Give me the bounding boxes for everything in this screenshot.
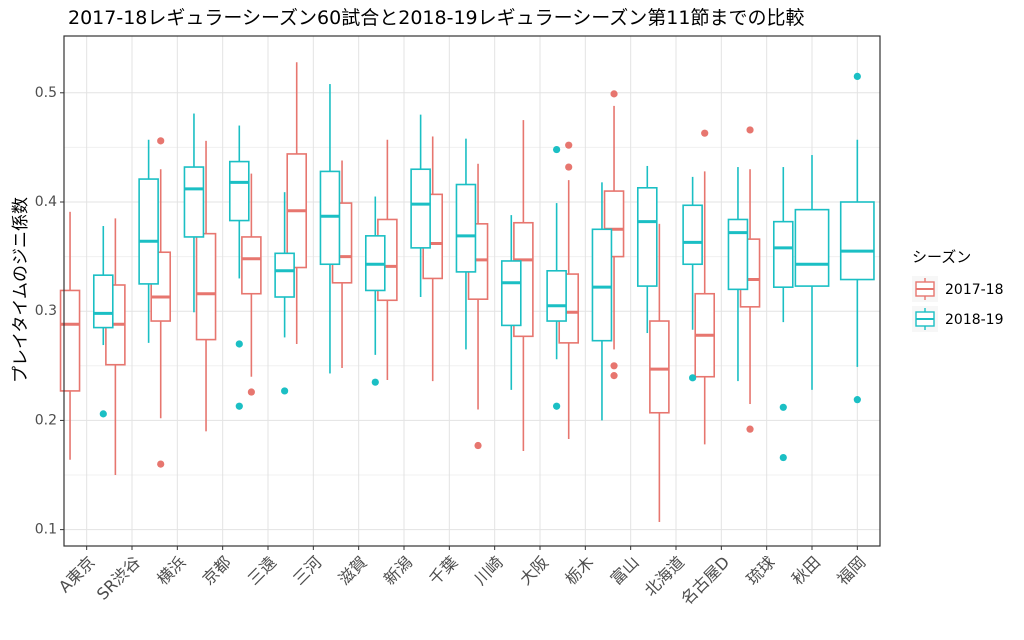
outlier-point — [99, 410, 107, 418]
outlier-point — [853, 396, 861, 404]
box-iqr — [772, 220, 794, 288]
box-2018-19-滋賀 — [364, 196, 386, 386]
box-2018-19-秋田 — [794, 155, 830, 390]
box-iqr — [682, 204, 703, 266]
box-iqr — [183, 166, 205, 238]
chart-title: 2017-18レギュラーシーズン60試合と2018-19レギュラーシーズン第11… — [68, 7, 804, 29]
box-2018-19-横浜 — [183, 113, 205, 313]
y-tick-label: 0.4 — [35, 194, 57, 210]
outlier-point — [610, 90, 618, 98]
box-2018-19-川崎 — [500, 215, 522, 390]
box-iqr — [500, 260, 522, 327]
box-2017-18-三遠 — [241, 173, 262, 396]
y-tick-label: 0.3 — [35, 303, 57, 319]
box-iqr — [839, 201, 875, 281]
box-iqr — [59, 289, 81, 392]
box-iqr — [319, 170, 341, 266]
outlier-point — [235, 340, 243, 348]
box-iqr — [649, 320, 670, 414]
box-iqr — [455, 183, 477, 273]
outlier-point — [565, 141, 573, 149]
box-iqr — [241, 236, 262, 295]
box-2017-18-名古屋D — [694, 129, 716, 445]
outlier-point — [565, 163, 573, 171]
legend-label: 2018-19 — [945, 312, 1004, 328]
outlier-point — [746, 126, 754, 134]
legend-item-2018-19: 2018-19 — [912, 306, 1004, 332]
box-2017-18-京都 — [195, 140, 217, 432]
legend-label: 2017-18 — [945, 282, 1004, 298]
box-2017-18-A東京 — [59, 211, 81, 460]
box-2018-19-三河 — [319, 84, 341, 374]
outlier-point — [281, 387, 289, 395]
y-tick-label: 0.2 — [35, 412, 57, 428]
box-iqr — [591, 228, 613, 342]
outlier-point — [689, 374, 697, 382]
box-iqr — [195, 232, 217, 341]
box-2018-19-大阪 — [546, 145, 567, 410]
box-iqr — [410, 168, 431, 249]
box-2018-19-A東京 — [92, 226, 114, 418]
box-2018-19-千葉 — [455, 138, 477, 350]
box-iqr — [794, 208, 830, 287]
y-tick-label: 0.1 — [35, 522, 57, 538]
outlier-point — [553, 145, 561, 154]
outlier-point — [853, 72, 861, 81]
box-iqr — [727, 218, 749, 291]
box-iqr — [636, 186, 658, 287]
legend-title: シーズン — [912, 248, 971, 266]
outlier-point — [247, 388, 255, 396]
box-iqr — [274, 252, 295, 298]
box-2018-19-富山 — [636, 165, 658, 334]
plot-border — [63, 35, 881, 547]
outlier-point — [779, 403, 787, 411]
outlier-point — [553, 402, 561, 410]
outlier-point — [157, 137, 165, 145]
outlier-point — [610, 362, 618, 370]
outlier-point — [701, 129, 709, 137]
outlier-point — [371, 378, 379, 386]
box-2018-19-名古屋D — [727, 167, 749, 382]
box-iqr — [92, 274, 114, 329]
box-2018-19-北海道 — [682, 176, 703, 382]
box-iqr — [138, 178, 159, 285]
box-2018-19-栃木 — [591, 182, 613, 421]
legend-item-2017-18: 2017-18 — [912, 276, 1004, 302]
legend: シーズン 2017-18 2018-19 — [912, 248, 1004, 332]
outlier-point — [779, 453, 787, 462]
outlier-point — [610, 372, 618, 380]
box-2018-19-新潟 — [410, 114, 431, 298]
box-iqr — [228, 160, 250, 222]
outlier-point — [157, 460, 165, 468]
outlier-point — [235, 402, 243, 410]
box-2018-19-三遠 — [274, 192, 295, 395]
box-2017-18-北海道 — [649, 223, 670, 522]
legend-items: 2017-18 2018-19 — [912, 276, 1004, 332]
box-2017-18-三河 — [286, 62, 308, 344]
box-2018-19-福岡 — [839, 72, 875, 404]
box-2018-19-SR渋谷 — [138, 139, 159, 343]
box-iqr — [546, 269, 567, 322]
box-2018-19-琉球 — [772, 167, 794, 462]
box-2018-19-京都 — [228, 125, 250, 410]
outlier-point — [746, 425, 754, 433]
outlier-point — [474, 441, 482, 450]
y-tick-label: 0.5 — [35, 85, 57, 101]
y-axis-label: プレイタイムのジニ係数 — [11, 197, 31, 383]
